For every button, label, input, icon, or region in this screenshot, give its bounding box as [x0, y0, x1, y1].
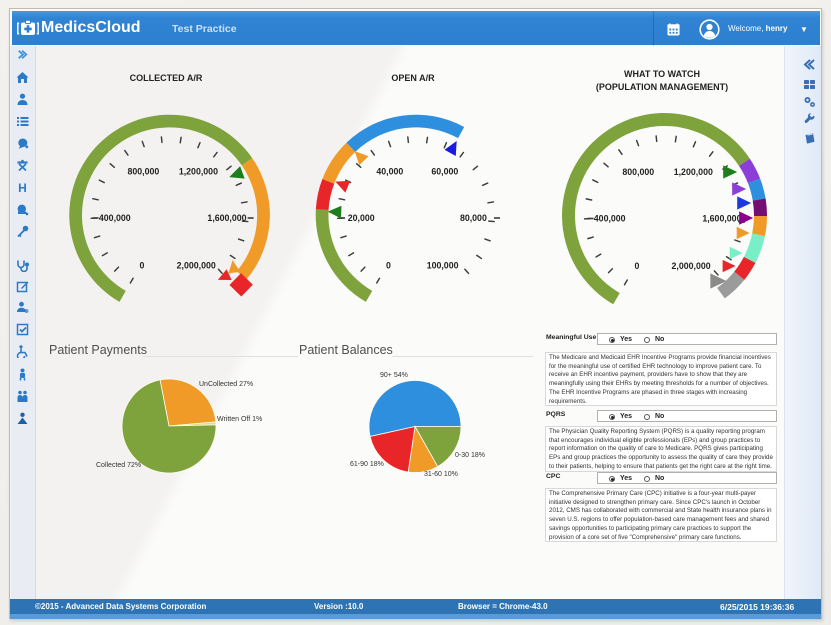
svg-text:1,200,000: 1,200,000: [179, 167, 218, 177]
svg-text:60,000: 60,000: [431, 167, 458, 177]
svg-text:20,000: 20,000: [348, 213, 375, 223]
svg-text:H: H: [18, 181, 27, 194]
svg-text:40,000: 40,000: [376, 167, 403, 177]
svg-text:2,000,000: 2,000,000: [672, 261, 711, 271]
svg-text:0: 0: [386, 260, 391, 270]
svg-text:1,600,000: 1,600,000: [702, 213, 741, 223]
svg-text:0: 0: [140, 260, 145, 270]
svg-text:1,200,000: 1,200,000: [674, 167, 713, 177]
svg-text:1,600,000: 1,600,000: [207, 213, 246, 223]
svg-text:100,000: 100,000: [427, 260, 459, 270]
svg-text:400,000: 400,000: [99, 213, 131, 223]
svg-text:2,000,000: 2,000,000: [177, 260, 216, 270]
svg-text:400,000: 400,000: [594, 213, 626, 223]
svg-text:800,000: 800,000: [622, 167, 654, 177]
svg-text:0: 0: [634, 261, 639, 271]
svg-text:80,000: 80,000: [460, 213, 487, 223]
svg-text:800,000: 800,000: [127, 167, 159, 177]
